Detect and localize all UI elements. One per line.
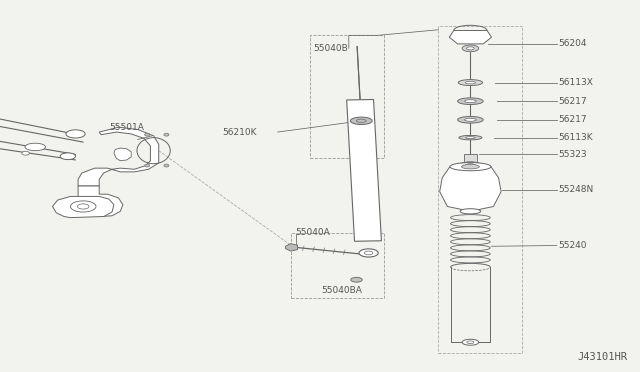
Polygon shape [78,127,159,186]
Bar [291,232,384,298]
Ellipse shape [350,117,372,125]
Text: 55501A: 55501A [109,123,143,132]
Ellipse shape [467,47,474,50]
Ellipse shape [465,81,476,84]
Text: 56217: 56217 [559,115,588,124]
Ellipse shape [22,151,29,155]
Text: J43101HR: J43101HR [577,352,627,362]
Ellipse shape [459,135,482,140]
Text: 55040A: 55040A [296,228,330,237]
Polygon shape [114,148,131,161]
Ellipse shape [164,133,169,136]
Ellipse shape [465,137,475,139]
Ellipse shape [458,80,483,86]
Ellipse shape [458,116,483,123]
Bar [438,26,522,353]
Text: 56113K: 56113K [559,133,593,142]
Text: 55240: 55240 [559,241,588,250]
Polygon shape [440,167,501,211]
Ellipse shape [458,98,483,105]
Ellipse shape [465,118,476,121]
Ellipse shape [450,163,491,171]
Text: 55040B: 55040B [314,44,348,53]
Text: 56113X: 56113X [559,78,593,87]
Text: 56204: 56204 [559,39,588,48]
Ellipse shape [462,339,479,345]
Ellipse shape [145,164,150,167]
Polygon shape [449,31,492,44]
Ellipse shape [145,133,150,136]
Ellipse shape [66,130,85,138]
Ellipse shape [351,278,362,282]
Bar [310,35,384,158]
Ellipse shape [465,100,476,103]
Ellipse shape [60,153,76,160]
Polygon shape [285,244,298,251]
Polygon shape [347,99,381,241]
Text: 56217: 56217 [559,97,588,106]
Ellipse shape [462,45,479,52]
Ellipse shape [164,164,169,167]
Ellipse shape [461,164,479,169]
Ellipse shape [459,162,482,169]
Text: 55040BA: 55040BA [321,286,362,295]
Polygon shape [52,196,114,218]
Text: 55248N: 55248N [559,185,594,194]
Text: 56210K: 56210K [223,128,257,137]
Ellipse shape [25,143,45,151]
Ellipse shape [359,249,378,257]
Text: 55323: 55323 [559,150,588,159]
Bar [464,154,477,163]
Polygon shape [78,186,123,217]
Ellipse shape [460,209,481,214]
